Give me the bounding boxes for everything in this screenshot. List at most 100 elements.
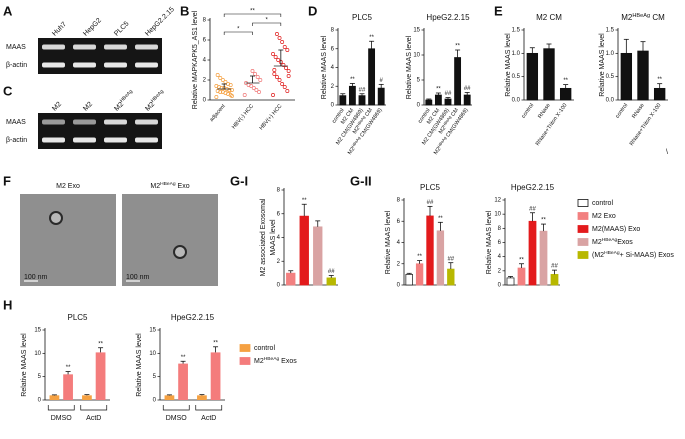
y-tick-label: 2 [331,84,335,90]
gel-band [104,44,127,50]
group-bracket [162,405,190,411]
bar [415,263,424,286]
y-tick-label: 1.0 [512,51,521,57]
bar-annotation: ** [369,35,374,41]
gel-band [104,137,127,143]
bar [339,95,347,106]
chart-title: PLC5 [420,183,441,192]
legend-label: control [592,200,613,207]
panel-letter: B [180,3,189,18]
lane-label-part: HBeAg [119,89,134,104]
data-point [285,89,290,93]
y-tick-label: 5 [417,78,421,84]
x-tick-label: RNase [537,103,552,120]
y-tick-label: 0 [277,283,281,289]
bar [425,99,433,106]
lane-label-part: HBeAg [150,89,165,104]
chart-title: HpeG2.2.15 [511,183,555,192]
chart-title: M2 CM [536,13,562,22]
data-point [271,52,275,56]
row-label: β-actin [6,62,27,69]
panel-letter: G-I [230,173,248,188]
bar-annotation: ## [445,91,452,97]
y-tick-label: 0 [397,283,401,289]
panel-letter: E [494,3,503,18]
bar-annotation: ** [563,78,568,84]
legend-label: M2HBeAg Exos [254,356,297,365]
gel-band [73,119,96,125]
bar-annotation: ** [438,216,443,222]
y-tick-label: 8 [498,226,502,232]
bar-annotation: # [380,78,384,84]
y-tick-label: 2 [397,261,401,267]
bar [550,274,559,286]
x-tick-label: HBV(-) HCC [231,103,255,130]
bar-annotation: ** [213,340,218,346]
y-tick-label: 0 [498,283,502,289]
y-tick-label: 1.5 [512,28,521,34]
y-axis-label: M2 associated Exosomal [260,198,267,276]
data-point [277,36,282,40]
lane-label-part: M2 [113,101,125,113]
chart-title: HpeG2.2.15 [426,13,470,22]
y-tick-label: 4 [397,240,401,246]
y-axis-label: Relative MAAS level [599,33,606,97]
y-axis-label: Relative MAAS level [21,333,28,397]
y-axis-label: MAAS level [270,219,277,256]
y-tick-label: 6 [331,46,335,52]
x-tick-label: control [521,103,535,120]
gel-band [135,62,158,68]
data-point [280,40,285,44]
bar-annotation: ## [328,269,335,275]
chart-title: PLC5 [352,13,373,22]
bar [454,57,462,106]
data-point [254,88,259,92]
lane-label: PLC5 [113,20,130,37]
data-point [272,72,277,76]
x-tick-label: adjacent [209,103,227,123]
bar [49,395,60,400]
x-tick-label-part: HBeAg [442,115,452,127]
y-tick-label: 6 [498,240,502,246]
y-axis-label: Relative MAPKAPK5_AS1 level [192,10,199,109]
bar [95,352,106,400]
em-image [122,194,218,286]
group-bracket [47,405,75,411]
note: \ [666,149,668,156]
y-tick-label: 15 [149,328,156,334]
x-tick-label-part: M2 [352,126,361,136]
legend-label: M2HBeAgExos [592,237,633,246]
em-label: M2HBeAg Exo [150,181,189,190]
y-tick-label: 8 [397,198,401,204]
bar [434,94,442,106]
bar [528,220,537,286]
bar [348,85,356,106]
gel-image [38,113,162,149]
bar [620,52,633,101]
bar-annotation: ** [455,44,460,50]
group-bracket [195,405,223,411]
bar [539,230,548,286]
y-tick-label: 2 [203,78,207,84]
bar-annotation: ## [359,87,366,93]
data-point [274,32,279,36]
bar [506,277,515,286]
bar [543,48,555,101]
legend-swatch [577,199,589,207]
bar [559,87,572,101]
data-point [255,75,260,79]
data-point [282,85,287,89]
gel-band [73,62,96,68]
legend-label-part: HBeAg [264,356,280,362]
bar [286,272,296,286]
row-label: MAAS [6,44,26,51]
y-tick-label: 0 [331,103,335,109]
legend-label-part: M2 [592,239,602,246]
bar-annotation: ** [519,257,524,263]
significance-bracket [223,31,253,35]
data-point [281,63,286,67]
vesicle [173,245,187,259]
chart-title-part: M2 [621,13,633,22]
lane-label: Huh7 [51,21,68,38]
